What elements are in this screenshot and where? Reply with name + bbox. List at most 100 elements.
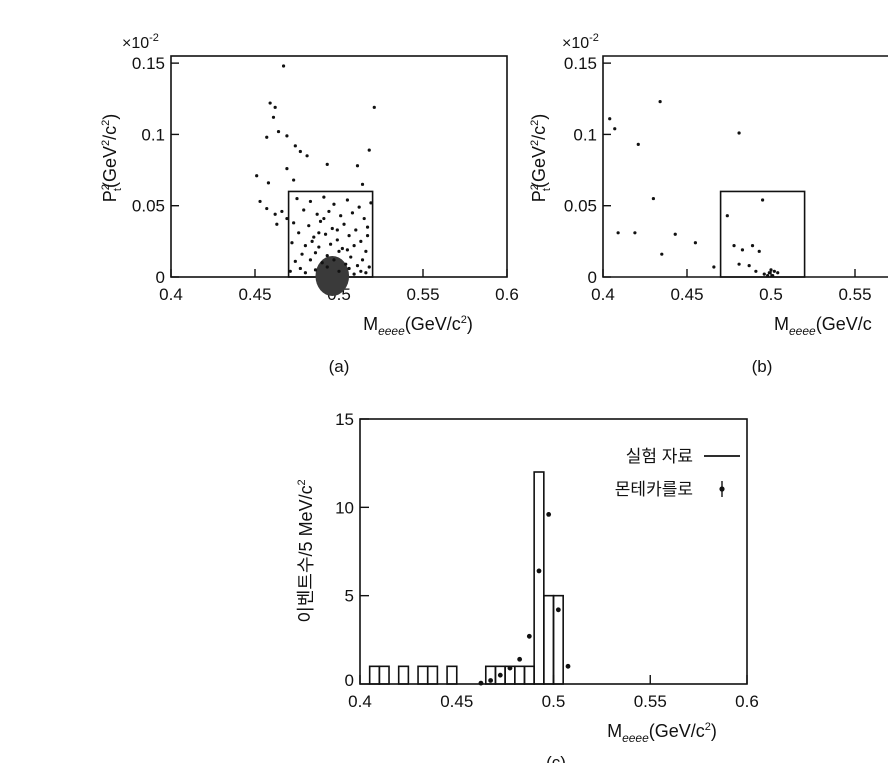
data-point bbox=[307, 224, 311, 228]
data-point bbox=[315, 212, 319, 216]
panel-b-y-axis-label: P2t(GeV2/c2) bbox=[529, 114, 553, 202]
data-point bbox=[322, 216, 326, 221]
data-point bbox=[290, 241, 294, 245]
y-tick-label: 15 bbox=[335, 410, 354, 429]
histogram-bin bbox=[446, 665, 458, 685]
x-tick-label: 0.5 bbox=[542, 692, 566, 711]
panel-b-y-multiplier: ×10-2 bbox=[562, 32, 599, 52]
y-tick-label: 0.15 bbox=[564, 54, 597, 73]
data-point bbox=[360, 182, 365, 186]
x-tick-label: 0.45 bbox=[238, 285, 271, 304]
y-tick-label: 0.15 bbox=[132, 54, 165, 73]
data-point bbox=[365, 225, 370, 229]
data-point bbox=[276, 129, 281, 134]
data-point bbox=[297, 231, 301, 235]
panel-c-histogram: 0 5 10 15 0.4 0.45 0.5 0.55 0.6 실험 자료 몬테카를로 이벤트… bbox=[296, 410, 759, 763]
data-point bbox=[332, 258, 336, 262]
data-point bbox=[335, 228, 339, 232]
data-point bbox=[608, 117, 612, 121]
histogram-bin bbox=[533, 471, 545, 685]
data-point bbox=[268, 101, 272, 105]
data-point bbox=[359, 239, 363, 243]
data-point bbox=[747, 263, 751, 268]
data-point bbox=[658, 100, 662, 104]
panel-c-caption: (c) bbox=[546, 753, 566, 763]
panel-a-frame bbox=[170, 55, 508, 278]
data-point bbox=[636, 142, 640, 146]
data-point bbox=[266, 181, 271, 185]
data-point bbox=[754, 269, 758, 273]
panel-b-scatter: ×10-2 0 0.05 0.1 0.15 0.4 0.45 0.5 0.55 P2t(Ge… bbox=[529, 32, 888, 376]
x-tick-label: 0.4 bbox=[591, 285, 615, 304]
data-point bbox=[359, 269, 363, 273]
data-point bbox=[317, 245, 321, 249]
data-point bbox=[327, 209, 331, 214]
data-point bbox=[310, 239, 314, 243]
data-point bbox=[355, 263, 360, 268]
histogram-bin bbox=[552, 594, 564, 685]
data-point bbox=[737, 131, 741, 135]
data-point bbox=[357, 205, 361, 209]
data-point bbox=[737, 262, 741, 266]
data-point bbox=[365, 234, 370, 238]
histogram-bin bbox=[378, 665, 390, 685]
panel-a-scatter: ×10-2 00.050.10.15 0.4 0.45 0.5 0.55 0.6 P2t… bbox=[100, 32, 519, 376]
x-tick-label: 0.45 bbox=[440, 692, 473, 711]
data-point bbox=[303, 271, 307, 275]
data-point bbox=[323, 232, 328, 236]
mc-point bbox=[507, 665, 513, 671]
data-point bbox=[329, 242, 333, 246]
data-point bbox=[325, 162, 329, 166]
data-point bbox=[352, 244, 356, 248]
data-point bbox=[265, 135, 269, 139]
histogram-bin bbox=[513, 665, 526, 685]
legend-data-label: 실험 자료 bbox=[626, 447, 693, 466]
data-point bbox=[308, 258, 313, 262]
data-point bbox=[693, 241, 698, 245]
data-point bbox=[325, 254, 329, 258]
dense-event-cluster bbox=[315, 256, 350, 296]
data-point bbox=[292, 178, 296, 182]
data-point bbox=[616, 231, 620, 235]
histogram-bin bbox=[426, 665, 439, 685]
data-point bbox=[355, 164, 360, 168]
data-point bbox=[354, 228, 358, 232]
y-tick-label: 0.05 bbox=[132, 197, 165, 216]
data-point bbox=[633, 231, 637, 235]
data-point bbox=[767, 271, 771, 275]
panel-a-caption: (a) bbox=[329, 357, 350, 376]
histogram-bin bbox=[397, 665, 410, 685]
data-point bbox=[322, 195, 326, 199]
data-point bbox=[273, 105, 277, 109]
legend-mc-label: 몬테카를로 bbox=[615, 480, 693, 499]
data-point bbox=[320, 261, 324, 265]
mc-point bbox=[526, 633, 532, 639]
data-point bbox=[313, 251, 318, 255]
panel-a-y-axis-label: P2t(GeV2/c2) bbox=[100, 114, 124, 202]
data-point bbox=[258, 199, 262, 204]
y-tick-label: 0 bbox=[345, 671, 354, 690]
data-point bbox=[335, 238, 339, 242]
data-point bbox=[318, 219, 323, 223]
data-point bbox=[300, 252, 304, 256]
data-point bbox=[761, 198, 765, 202]
mc-point bbox=[546, 512, 552, 517]
data-point bbox=[372, 105, 376, 109]
data-point bbox=[367, 265, 371, 269]
data-point bbox=[317, 231, 321, 235]
x-tick-label: 0.6 bbox=[495, 285, 519, 304]
data-point bbox=[330, 226, 334, 231]
data-point bbox=[298, 149, 302, 154]
data-point bbox=[762, 272, 766, 276]
data-point bbox=[771, 273, 775, 278]
panel-c-legend: 실험 자료 몬테카를로 bbox=[615, 447, 740, 499]
data-point bbox=[313, 268, 318, 272]
data-point bbox=[305, 154, 309, 158]
data-point bbox=[651, 196, 656, 201]
data-point bbox=[369, 201, 373, 205]
data-point bbox=[367, 148, 371, 152]
mc-point bbox=[555, 607, 561, 613]
data-point bbox=[265, 206, 269, 211]
x-tick-label: 0.55 bbox=[634, 692, 667, 711]
data-point bbox=[673, 232, 677, 236]
